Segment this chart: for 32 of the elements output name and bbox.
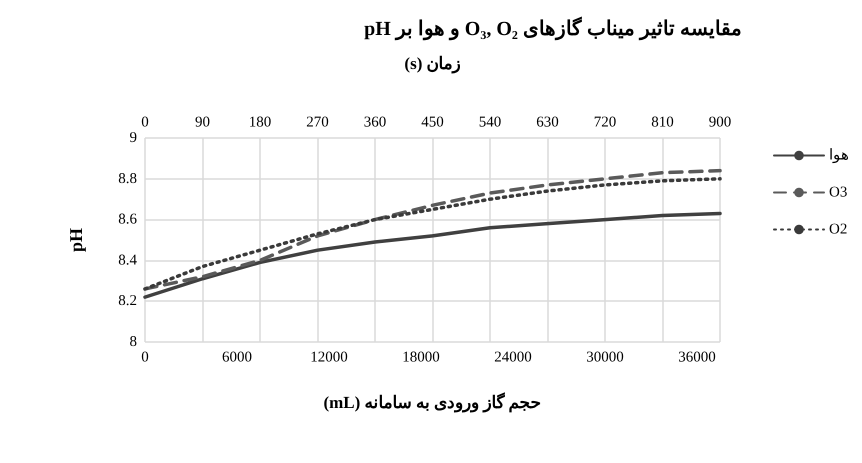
y-tick-label: 9 <box>130 130 137 146</box>
x-tick-label: 30000 <box>586 350 624 366</box>
x2-axis-title: زمان (s) <box>404 54 461 74</box>
x-tick-label: 18000 <box>402 350 440 366</box>
x-tick-label: 24000 <box>494 350 532 366</box>
x-tick-label: 12000 <box>310 350 348 366</box>
y-tick-label: 8.8 <box>118 170 137 187</box>
x-tick-label: 6000 <box>222 350 252 366</box>
y-tick-label: 8 <box>130 334 137 350</box>
x2-tick-label: 900 <box>708 114 732 130</box>
y-tick-label: 8.2 <box>118 293 137 310</box>
chart-title: مقایسه تاثیر میناب گازهای O₃, O₂ و هوا بر pH <box>364 16 742 41</box>
y-axis-title: pH <box>66 228 86 252</box>
legend-label: هوا <box>829 148 849 164</box>
x-tick-label: 0 <box>141 350 149 366</box>
x2-tick-label: 540 <box>478 114 502 130</box>
line-series <box>143 212 722 299</box>
x2-tick-label: 450 <box>421 114 444 130</box>
legend-label: O3 <box>829 184 848 200</box>
x2-tick-label: 270 <box>306 114 329 130</box>
x2-tick-label: 630 <box>536 114 559 130</box>
x2-tick-label: 90 <box>195 114 210 130</box>
x-axis-title: حجم گاز ورودی به سامانه (mL) <box>323 392 542 413</box>
x-tick-label: 36000 <box>678 350 716 366</box>
legend-label: O2 <box>829 222 848 238</box>
x2-tick-label: 0 <box>141 114 149 130</box>
x2-tick-label: 360 <box>364 114 386 130</box>
x2-tick-label: 810 <box>651 114 674 130</box>
y-tick-label: 8.6 <box>118 212 138 228</box>
x2-tick-label: 180 <box>248 114 272 130</box>
x2-tick-label: 720 <box>594 114 616 130</box>
y-tick-label: 8.4 <box>118 252 138 268</box>
